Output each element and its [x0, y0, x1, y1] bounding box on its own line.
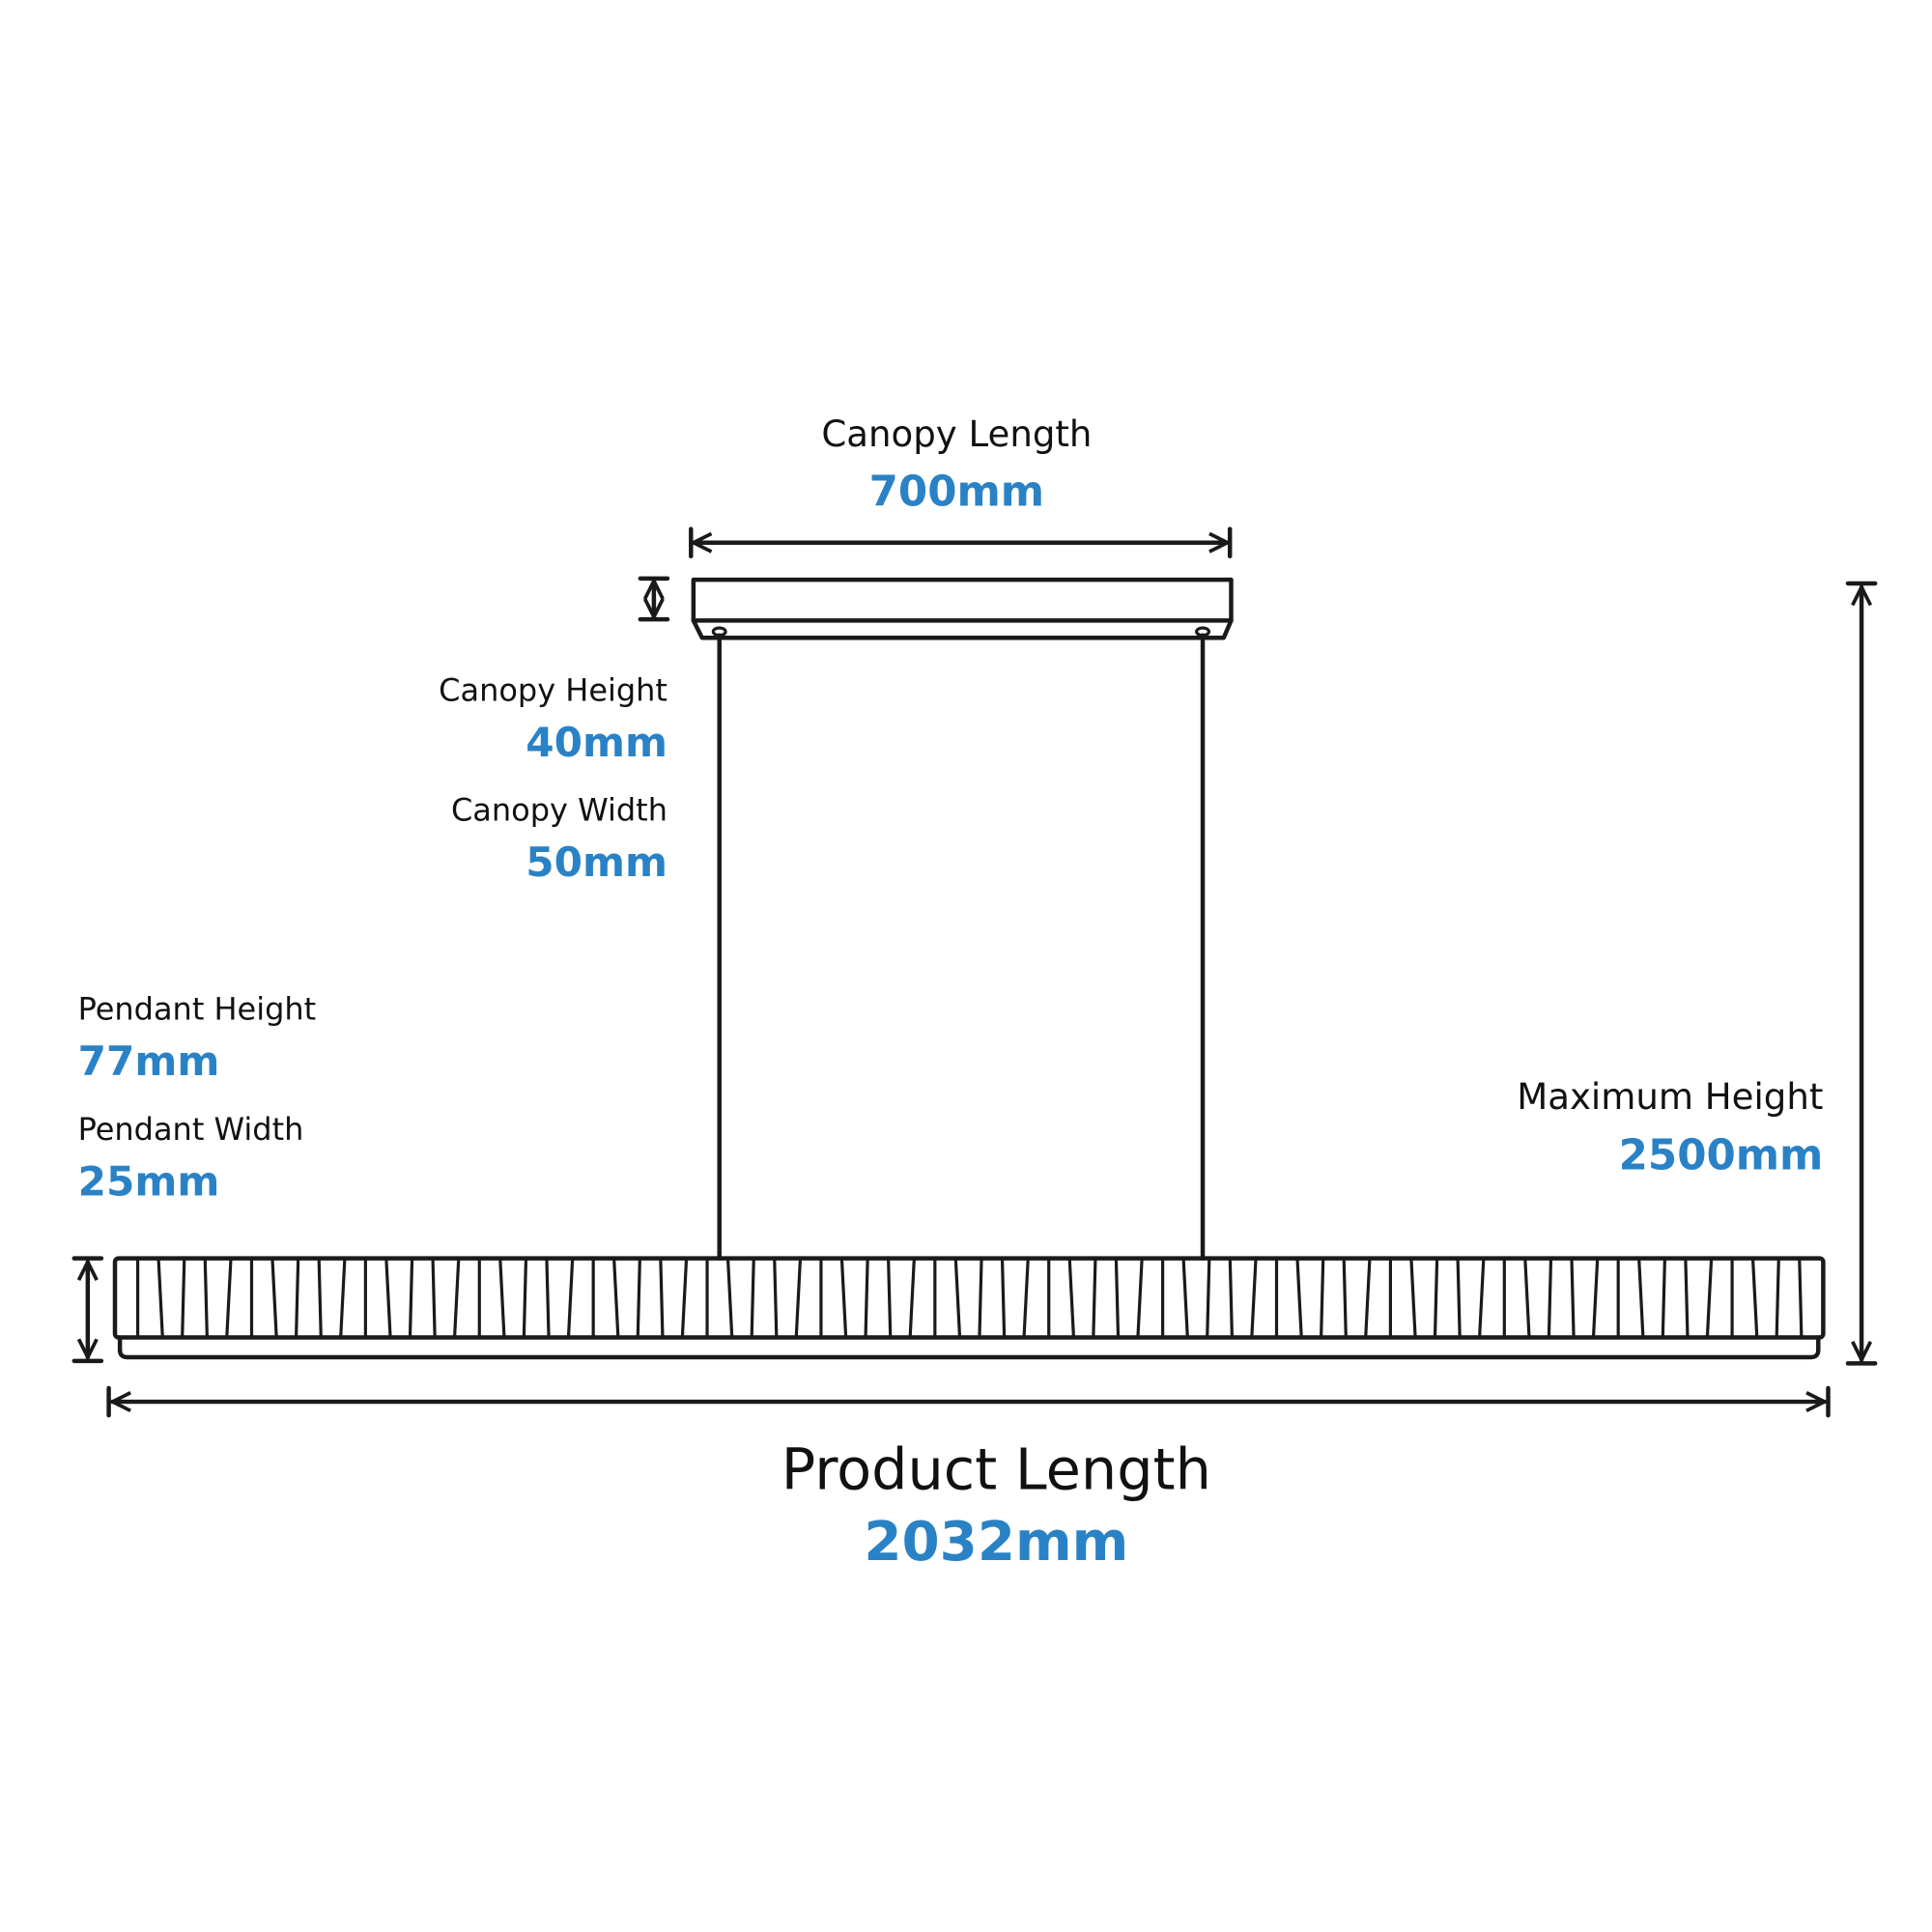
slat	[1320, 1258, 1325, 1338]
slat	[953, 1258, 962, 1338]
slat	[773, 1258, 779, 1338]
slat	[750, 1258, 755, 1338]
slat	[270, 1258, 278, 1338]
slat	[908, 1258, 916, 1338]
slat	[339, 1258, 347, 1338]
product-length-value: 2032mm	[864, 1511, 1128, 1574]
canopy-length-label: Canopy Length	[821, 413, 1092, 455]
slat	[1775, 1258, 1780, 1338]
slat	[295, 1258, 300, 1338]
canopy-height-label: Canopy Height	[439, 672, 668, 709]
slat	[1523, 1258, 1531, 1338]
slat	[1684, 1258, 1690, 1338]
slat	[498, 1258, 506, 1338]
slat	[1022, 1258, 1030, 1338]
slat	[1114, 1258, 1121, 1338]
product-length-label: Product Length	[781, 1435, 1211, 1502]
slat	[566, 1258, 575, 1338]
slat	[1637, 1258, 1645, 1338]
slat	[1478, 1258, 1486, 1338]
pendant	[112, 1256, 1826, 1360]
pendant-width-value: 25mm	[78, 1157, 220, 1205]
slat	[1295, 1258, 1303, 1338]
slat	[887, 1258, 893, 1338]
slat	[794, 1258, 803, 1338]
slat	[978, 1258, 983, 1338]
slat	[1433, 1258, 1439, 1338]
canopy-width-label: Canopy Width	[451, 792, 668, 829]
slat	[225, 1258, 233, 1338]
slat	[680, 1258, 689, 1338]
slat	[1547, 1258, 1553, 1338]
canopy-length-value: 700mm	[869, 468, 1044, 516]
slat	[636, 1258, 641, 1338]
slat	[1092, 1258, 1097, 1338]
slat	[1798, 1258, 1804, 1338]
slat	[203, 1258, 209, 1338]
maximum-height-label: Maximum Height	[1517, 1076, 1823, 1118]
slat	[408, 1258, 414, 1338]
slat	[1705, 1258, 1714, 1338]
slat	[659, 1258, 665, 1338]
pendant-height-value: 77mm	[78, 1037, 220, 1085]
slat	[1661, 1258, 1666, 1338]
slat	[384, 1258, 392, 1338]
slat	[1136, 1258, 1144, 1338]
slat	[1751, 1258, 1759, 1338]
slat	[1181, 1258, 1189, 1338]
pendant-height-label: Pendant Height	[78, 991, 317, 1028]
slat	[839, 1258, 848, 1338]
slat	[156, 1258, 164, 1338]
pendant-width-label: Pendant Width	[78, 1111, 304, 1148]
slat	[1067, 1258, 1075, 1338]
canopy-width-value: 50mm	[526, 838, 668, 886]
slat	[1206, 1258, 1211, 1338]
slat	[522, 1258, 528, 1338]
slat	[1456, 1258, 1462, 1338]
slat	[1409, 1258, 1417, 1338]
slat	[1000, 1258, 1007, 1338]
slat	[1342, 1258, 1348, 1338]
slat	[1250, 1258, 1258, 1338]
slat	[1228, 1258, 1234, 1338]
slat	[545, 1258, 551, 1338]
slat	[453, 1258, 461, 1338]
slat	[612, 1258, 620, 1338]
dimension-arrows	[71, 526, 1878, 1418]
slat	[1570, 1258, 1576, 1338]
slat	[1591, 1258, 1600, 1338]
slat	[181, 1258, 186, 1338]
slat	[864, 1258, 869, 1338]
slat	[725, 1258, 734, 1338]
canopy	[691, 577, 1234, 1261]
canopy-height-value: 40mm	[526, 719, 668, 766]
slat	[317, 1258, 323, 1338]
maximum-height-value: 2500mm	[1619, 1131, 1824, 1179]
slat	[431, 1258, 437, 1338]
slat	[1364, 1258, 1372, 1338]
